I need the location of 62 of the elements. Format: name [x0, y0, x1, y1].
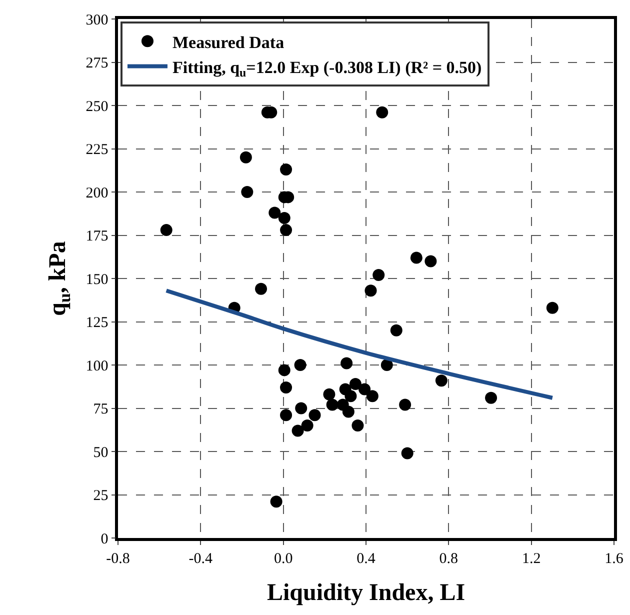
point [301, 420, 314, 432]
legend-label: Fitting, q$_{u}$=12.0 Exp (-0.308 LI) (R² = 0.50) [172, 58, 482, 80]
x-tick-label: 1.2 [522, 550, 541, 567]
y-tick-label: 50 [93, 444, 108, 461]
y-tick-label: 225 [86, 142, 108, 158]
point [323, 388, 336, 400]
y-tick-label: 250 [86, 98, 108, 115]
y-tick-label: 0 [100, 531, 108, 548]
point [292, 424, 304, 437]
point [294, 359, 306, 371]
point [270, 496, 282, 508]
point [280, 224, 292, 236]
point [340, 357, 353, 370]
point [349, 378, 362, 390]
point [372, 269, 385, 282]
point [401, 447, 414, 460]
point [366, 390, 378, 402]
y-tick-label: 125 [86, 315, 108, 331]
legend-label: Measured Data [172, 32, 285, 52]
point [240, 151, 252, 164]
point [380, 359, 393, 371]
x-tick-label: -0.8 [106, 550, 130, 567]
point [268, 206, 281, 219]
x-tick-label: 1.6 [604, 550, 624, 567]
y-tick-label: 175 [86, 228, 108, 244]
point [399, 398, 412, 411]
x-tick-label: 0.0 [274, 550, 293, 567]
y-tick-label: 150 [86, 272, 108, 288]
y-tick-label: 100 [86, 358, 108, 374]
x-tick-label: -0.4 [188, 550, 214, 567]
point [308, 409, 321, 422]
y-tick-label: 200 [86, 185, 108, 202]
y-tick-label: 25 [93, 488, 108, 504]
point [342, 406, 354, 418]
y-tick-label: 275 [86, 56, 108, 72]
point [352, 420, 364, 432]
point [364, 284, 377, 297]
point [376, 106, 388, 118]
point [435, 374, 448, 387]
point [390, 324, 402, 336]
point [280, 409, 292, 422]
line-series [164, 288, 554, 400]
x-tick-label: 0.8 [439, 550, 458, 567]
point [280, 381, 292, 394]
point [160, 224, 172, 236]
point [241, 186, 254, 198]
point [358, 383, 371, 396]
point [410, 252, 422, 264]
point [546, 302, 558, 314]
point [344, 390, 357, 402]
point [295, 402, 308, 414]
point [278, 212, 290, 224]
point [280, 164, 292, 176]
point [255, 282, 268, 295]
point [424, 255, 437, 268]
point [485, 392, 498, 404]
y-tick-label: 300 [86, 12, 108, 28]
point [326, 398, 338, 411]
y-tick-label: 75 [93, 402, 108, 418]
x-tick-label: 0.4 [356, 550, 376, 567]
x-axis-title: Liquidity Index, LI [266, 580, 466, 606]
point [278, 364, 290, 376]
